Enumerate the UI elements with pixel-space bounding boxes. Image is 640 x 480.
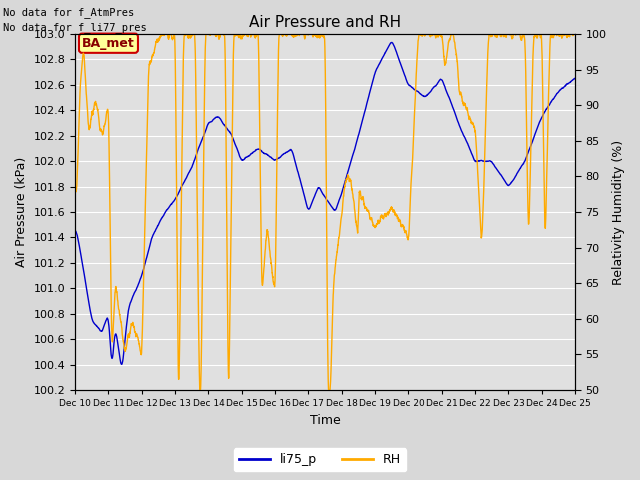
Title: Air Pressure and RH: Air Pressure and RH [249,15,401,30]
Y-axis label: Relativity Humidity (%): Relativity Humidity (%) [612,139,625,285]
Text: No data for f_AtmPres: No data for f_AtmPres [3,7,134,18]
Y-axis label: Air Pressure (kPa): Air Pressure (kPa) [15,157,28,267]
Text: No data for f_li77_pres: No data for f_li77_pres [3,22,147,33]
Text: BA_met: BA_met [82,37,135,50]
Legend: li75_p, RH: li75_p, RH [234,448,406,471]
X-axis label: Time: Time [310,414,340,427]
